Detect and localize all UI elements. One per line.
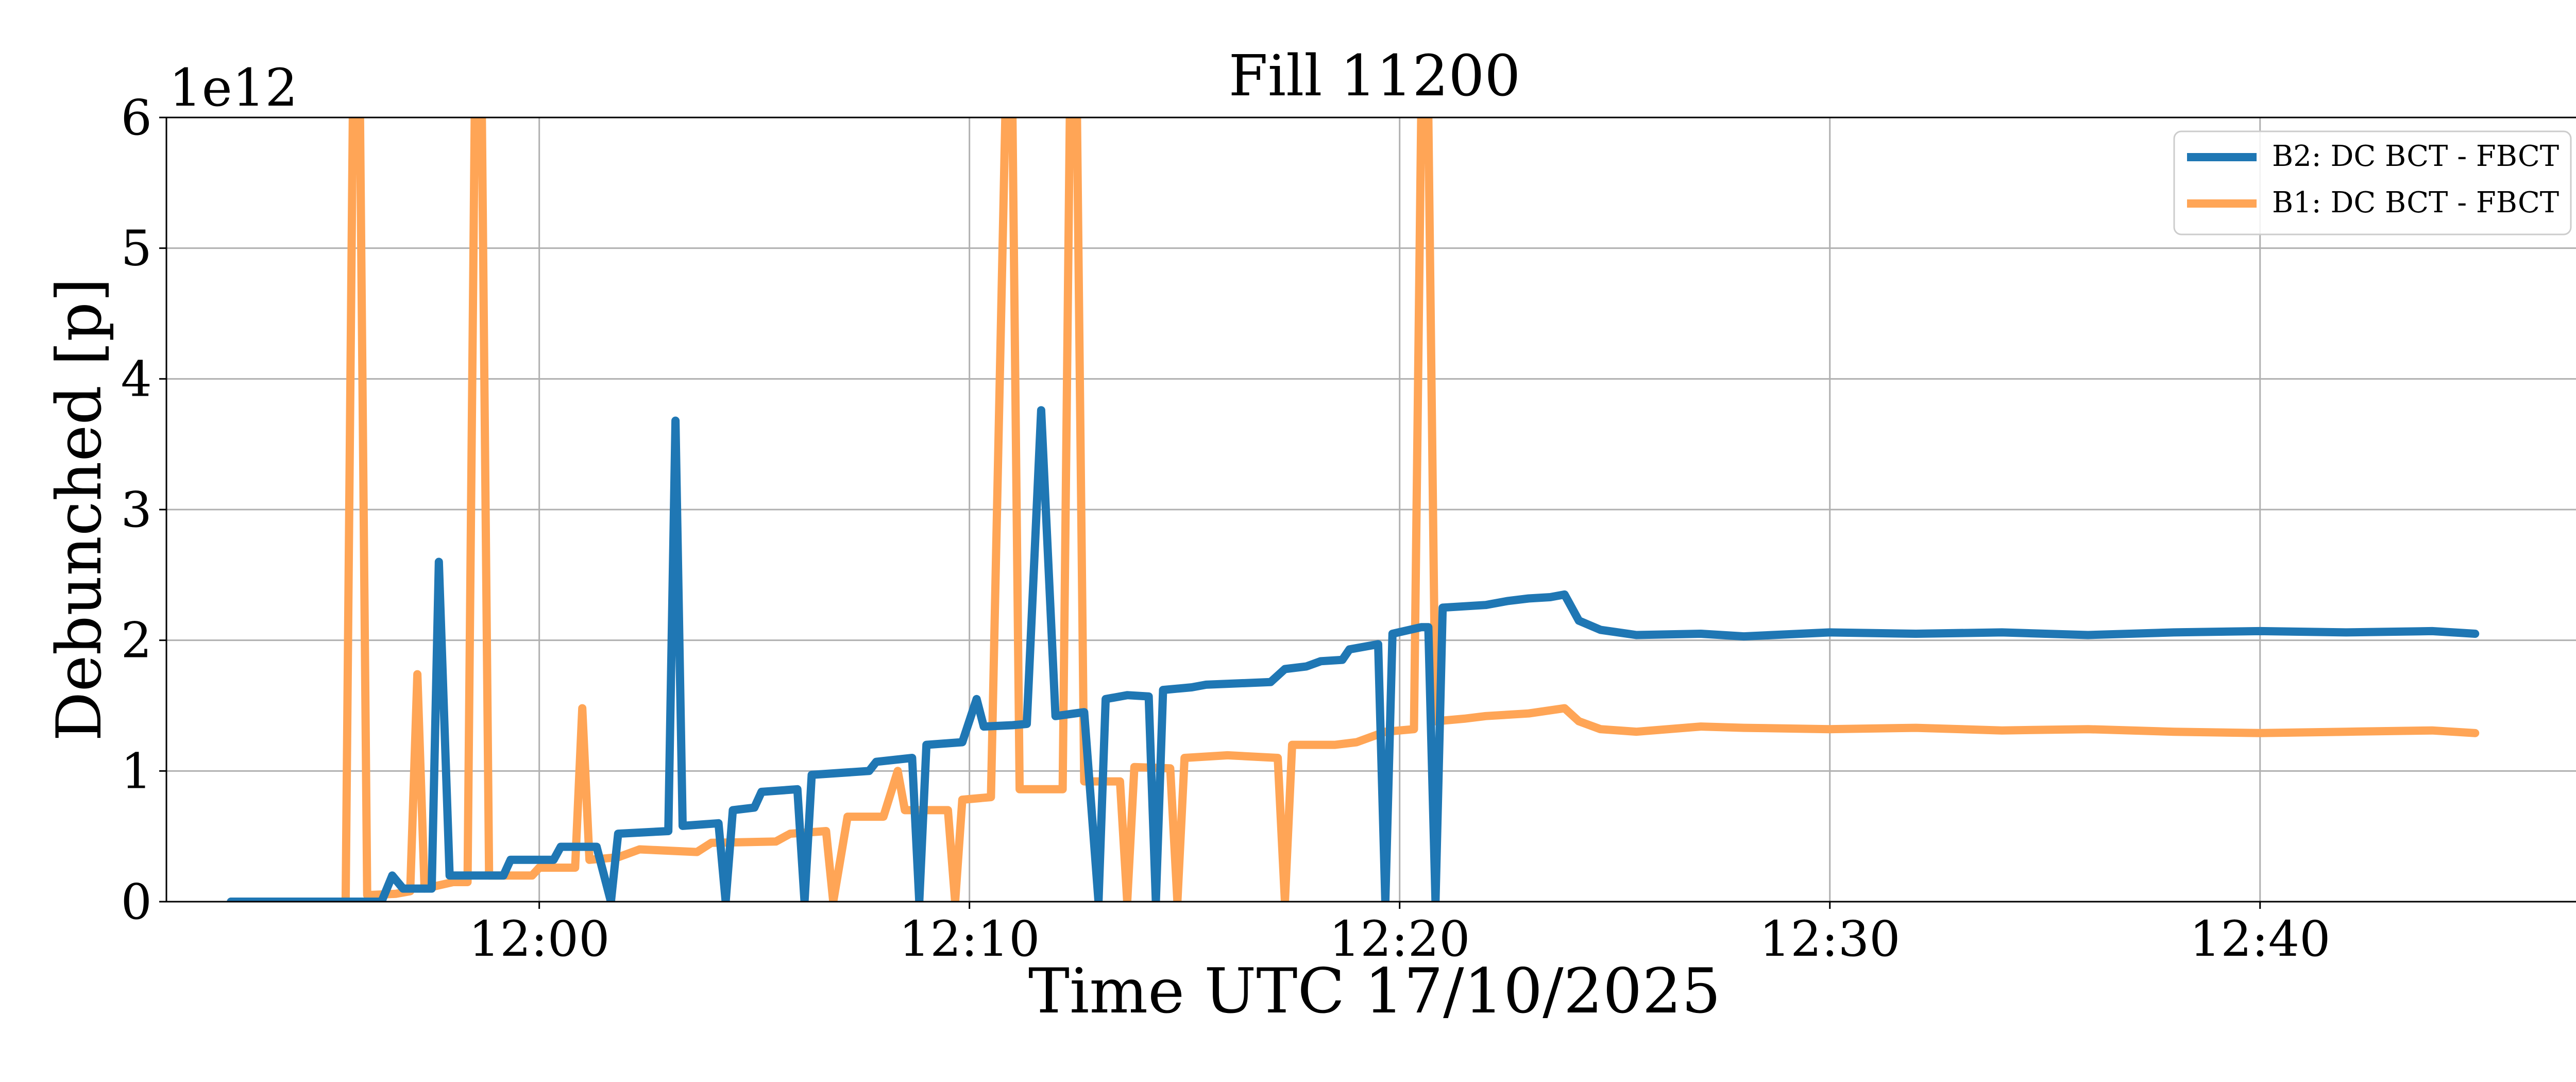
x-tick-label: 12:30 bbox=[1759, 911, 1901, 968]
y-offset-label: 1e12 bbox=[169, 58, 298, 118]
legend-label-b2: B2: DC BCT - FBCT bbox=[2272, 140, 2559, 173]
series-layer bbox=[227, 117, 2480, 902]
grid bbox=[166, 116, 2576, 903]
chart-title: Fill 11200 bbox=[1229, 43, 1521, 109]
legend: B2: DC BCT - FBCT B1: DC BCT - FBCT bbox=[2173, 130, 2572, 235]
legend-box bbox=[2173, 130, 2572, 235]
y-axis-label: Debunched [p] bbox=[44, 278, 115, 741]
y-tick-label: 3 bbox=[121, 482, 152, 538]
x-axis-label: Time UTC 17/10/2025 bbox=[1028, 956, 1721, 1027]
ticks: 12:00 12:10 12:20 12:30 12:40 0 1 2 3 4 5 6 bbox=[121, 90, 2331, 968]
x-tick-label: 12:10 bbox=[899, 911, 1040, 968]
series-line-b2 bbox=[227, 406, 2480, 902]
x-tick-label: 12:20 bbox=[1329, 911, 1470, 968]
x-tick-label: 12:40 bbox=[2190, 911, 2331, 968]
y-tick-label: 1 bbox=[121, 743, 152, 800]
series-line-b1 bbox=[227, 117, 2480, 902]
legend-label-b1: B1: DC BCT - FBCT bbox=[2272, 186, 2559, 219]
x-tick-label: 12:00 bbox=[469, 911, 610, 968]
y-tick-label: 5 bbox=[121, 221, 152, 277]
y-tick-label: 6 bbox=[121, 90, 152, 146]
y-tick-label: 2 bbox=[121, 613, 152, 669]
y-tick-label: 0 bbox=[121, 874, 152, 931]
y-tick-label: 4 bbox=[121, 351, 152, 408]
